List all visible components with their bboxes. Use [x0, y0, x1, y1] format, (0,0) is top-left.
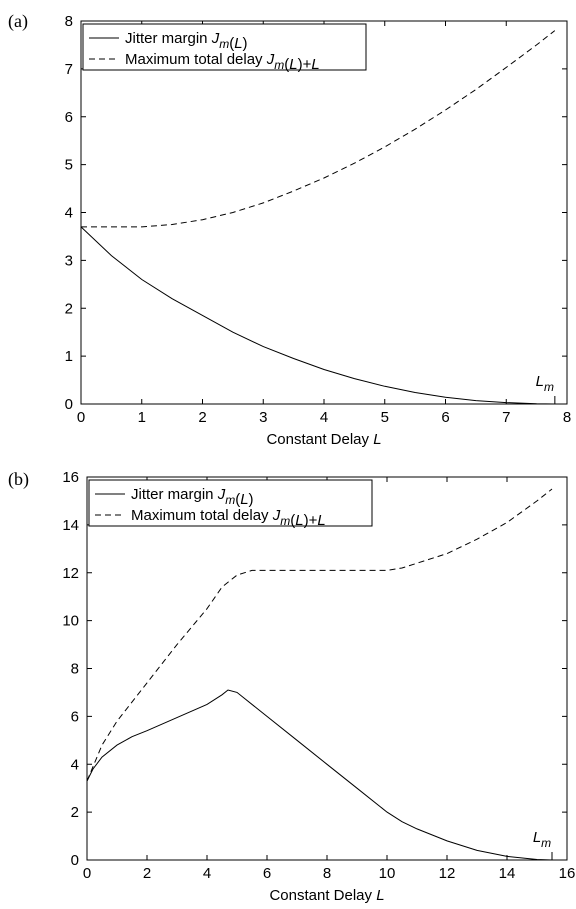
x-tick-label: 8 [323, 865, 331, 882]
legend-box [88, 479, 373, 527]
x-tick-label: 14 [499, 865, 516, 882]
y-tick-label: 16 [62, 469, 79, 486]
y-tick-label: 4 [65, 205, 73, 222]
x-tick-label: 12 [439, 865, 456, 882]
y-tick-label: 10 [62, 613, 79, 630]
y-tick-label: 2 [65, 300, 73, 317]
chart-panel-2: (b) 0 2 4 6 8 10 12 14 16 0 2 4 6 8 10 12 14 16 Constant De… [8, 469, 575, 904]
lm-marker-label: Lm [536, 373, 554, 394]
y-tick-label: 8 [71, 661, 79, 678]
legend-entry-2: Maximum total delay Jm(L)+L [131, 507, 326, 529]
plot-area-frame [86, 476, 568, 861]
y-tick-label: 5 [65, 157, 73, 174]
y-tick-label: 2 [71, 804, 79, 821]
x-tick-label: 7 [502, 409, 510, 426]
y-tick-label: 1 [65, 348, 73, 365]
series-line-2 [81, 30, 556, 228]
legend-box [82, 23, 367, 71]
legend-entry-2: Maximum total delay Jm(L)+L [125, 51, 320, 73]
plot-area-frame [80, 20, 568, 405]
y-tick-label: 12 [62, 565, 79, 582]
x-tick-label: 4 [320, 409, 328, 426]
x-tick-label: 8 [563, 409, 571, 426]
chart-panel-1: (a) 0 1 2 3 4 5 6 7 8 0 1 2 3 4 5 6 7 8 Constant Delay L Lm J… [8, 11, 571, 448]
panel-label: (a) [8, 11, 28, 32]
x-tick-label: 1 [138, 409, 146, 426]
y-tick-label: 4 [71, 756, 79, 773]
y-tick-label: 0 [65, 396, 73, 413]
x-axis-label: Constant Delay L [266, 431, 381, 448]
series-line-1 [86, 689, 553, 861]
y-tick-label: 0 [71, 852, 79, 869]
x-tick-label: 0 [83, 865, 91, 882]
x-tick-label: 6 [441, 409, 449, 426]
series-line-1 [80, 226, 555, 405]
y-tick-label: 6 [65, 109, 73, 126]
lm-marker-label: Lm [533, 829, 551, 850]
x-tick-label: 2 [143, 865, 151, 882]
y-tick-label: 14 [62, 517, 79, 534]
x-tick-label: 6 [263, 865, 271, 882]
x-axis-label: Constant Delay L [269, 887, 384, 904]
x-tick-label: 16 [559, 865, 576, 882]
x-tick-label: 10 [379, 865, 396, 882]
y-tick-label: 6 [71, 708, 79, 725]
x-tick-label: 2 [198, 409, 206, 426]
x-tick-label: 5 [381, 409, 389, 426]
x-tick-label: 4 [203, 865, 211, 882]
legend-entry-1: Jitter margin Jm(L) [125, 30, 248, 52]
series-line-2 [86, 488, 553, 782]
x-tick-label: 3 [259, 409, 267, 426]
panel-label: (b) [8, 469, 29, 490]
y-tick-label: 7 [65, 61, 73, 78]
legend-entry-1: Jitter margin Jm(L) [131, 486, 254, 508]
y-tick-label: 8 [65, 13, 73, 30]
y-tick-label: 3 [65, 252, 73, 269]
x-tick-label: 0 [77, 409, 85, 426]
